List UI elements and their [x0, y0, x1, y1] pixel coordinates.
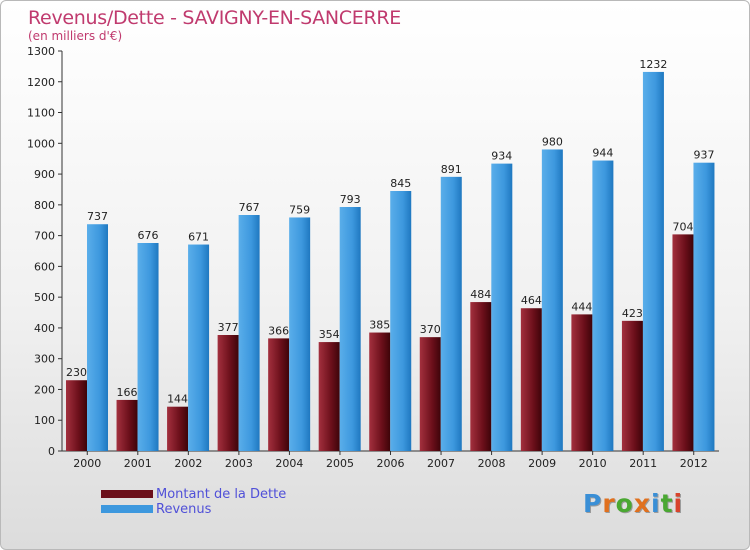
bar-revenus — [693, 162, 715, 451]
y-tick-label: 800 — [34, 199, 55, 212]
data-label-revenus: 934 — [491, 150, 512, 163]
data-label-dette: 366 — [268, 324, 289, 337]
x-tick-label: 2007 — [427, 457, 455, 470]
bar-revenus — [188, 244, 210, 451]
y-tick-label: 700 — [34, 230, 55, 243]
chart-bars — [66, 71, 715, 452]
bar-revenus — [238, 215, 260, 451]
data-label-dette: 230 — [66, 366, 87, 379]
bar-revenus — [339, 207, 361, 451]
data-label-dette: 370 — [420, 323, 441, 336]
x-tick-label: 2005 — [326, 457, 354, 470]
data-label-revenus: 676 — [138, 229, 159, 242]
legend-swatch-dette — [101, 490, 153, 498]
bar-dette — [268, 338, 290, 451]
x-tick-label: 2009 — [528, 457, 556, 470]
legend-label-dette: Montant de la Dette — [156, 487, 287, 502]
legend-swatch-revenus — [101, 505, 153, 513]
y-tick-label: 900 — [34, 168, 55, 181]
data-label-revenus: 671 — [188, 231, 209, 244]
data-label-revenus: 759 — [289, 203, 310, 216]
bar-revenus — [440, 176, 462, 451]
x-tick-label: 2001 — [124, 457, 152, 470]
data-label-dette: 484 — [470, 288, 491, 301]
data-label-dette: 423 — [622, 307, 643, 320]
bar-revenus — [87, 224, 108, 451]
x-tick-label: 2002 — [174, 457, 202, 470]
data-label-dette: 704 — [672, 220, 693, 233]
y-tick-label: 200 — [34, 383, 55, 396]
x-tick-label: 2008 — [478, 457, 506, 470]
bar-dette — [318, 342, 340, 451]
bar-dette — [217, 335, 239, 451]
bar-dette — [116, 399, 138, 451]
data-label-revenus: 944 — [592, 147, 613, 160]
bar-dette — [419, 337, 441, 451]
proxiti-logo: Proxiti — [583, 489, 684, 518]
data-label-dette: 166 — [117, 386, 138, 399]
data-label-dette: 385 — [369, 319, 390, 332]
data-label-revenus: 937 — [693, 149, 714, 162]
data-label-dette: 444 — [571, 300, 592, 313]
bar-revenus — [592, 160, 614, 452]
x-tick-label: 2004 — [275, 457, 303, 470]
data-label-revenus: 1232 — [639, 58, 667, 71]
bar-revenus — [137, 243, 159, 451]
bar-revenus — [289, 217, 311, 451]
x-tick-label: 2006 — [377, 457, 405, 470]
data-label-dette: 377 — [218, 321, 239, 334]
y-tick-label: 1300 — [27, 45, 55, 58]
bar-dette — [520, 308, 542, 451]
x-tick-label: 2000 — [73, 457, 101, 470]
chart-data-labels: 230 737 166 676 144 671 377 767 366 759 354 793 385 8… — [66, 58, 714, 406]
chart-title: Revenus/Dette - SAVIGNY-EN-SANCERRE — [28, 7, 402, 29]
x-tick-label: 2012 — [680, 457, 708, 470]
x-tick-label: 2010 — [579, 457, 607, 470]
bar-dette — [672, 234, 694, 451]
y-tick-label: 1000 — [27, 137, 55, 150]
legend-label-revenus: Revenus — [156, 502, 212, 517]
bar-revenus — [491, 163, 513, 451]
chart-subtitle: (en milliers d'€) — [28, 29, 123, 43]
y-tick-label: 400 — [34, 322, 55, 335]
y-tick-label: 1200 — [27, 76, 55, 89]
bar-revenus — [541, 149, 563, 451]
y-tick-label: 600 — [34, 260, 55, 273]
bar-revenus — [642, 71, 664, 451]
x-tick-label: 2011 — [629, 457, 657, 470]
y-tick-label: 0 — [48, 445, 55, 458]
data-label-revenus: 793 — [340, 193, 361, 206]
bar-revenus — [390, 191, 412, 451]
data-label-dette: 354 — [319, 328, 340, 341]
data-label-dette: 144 — [167, 393, 188, 406]
bar-dette — [470, 302, 492, 451]
y-tick-label: 100 — [34, 414, 55, 427]
y-tick-label: 300 — [34, 353, 55, 366]
data-label-revenus: 767 — [239, 201, 260, 214]
bar-dette — [167, 406, 189, 451]
y-tick-label: 500 — [34, 291, 55, 304]
data-label-revenus: 891 — [441, 163, 462, 176]
data-label-revenus: 737 — [87, 210, 108, 223]
data-label-revenus: 980 — [542, 135, 563, 148]
bar-dette — [621, 320, 643, 451]
data-label-dette: 464 — [521, 294, 542, 307]
bar-dette — [571, 314, 593, 451]
data-label-revenus: 845 — [390, 177, 411, 190]
y-tick-label: 1100 — [27, 107, 55, 120]
bar-dette — [369, 332, 391, 451]
x-tick-label: 2003 — [225, 457, 253, 470]
bar-dette — [66, 380, 87, 451]
